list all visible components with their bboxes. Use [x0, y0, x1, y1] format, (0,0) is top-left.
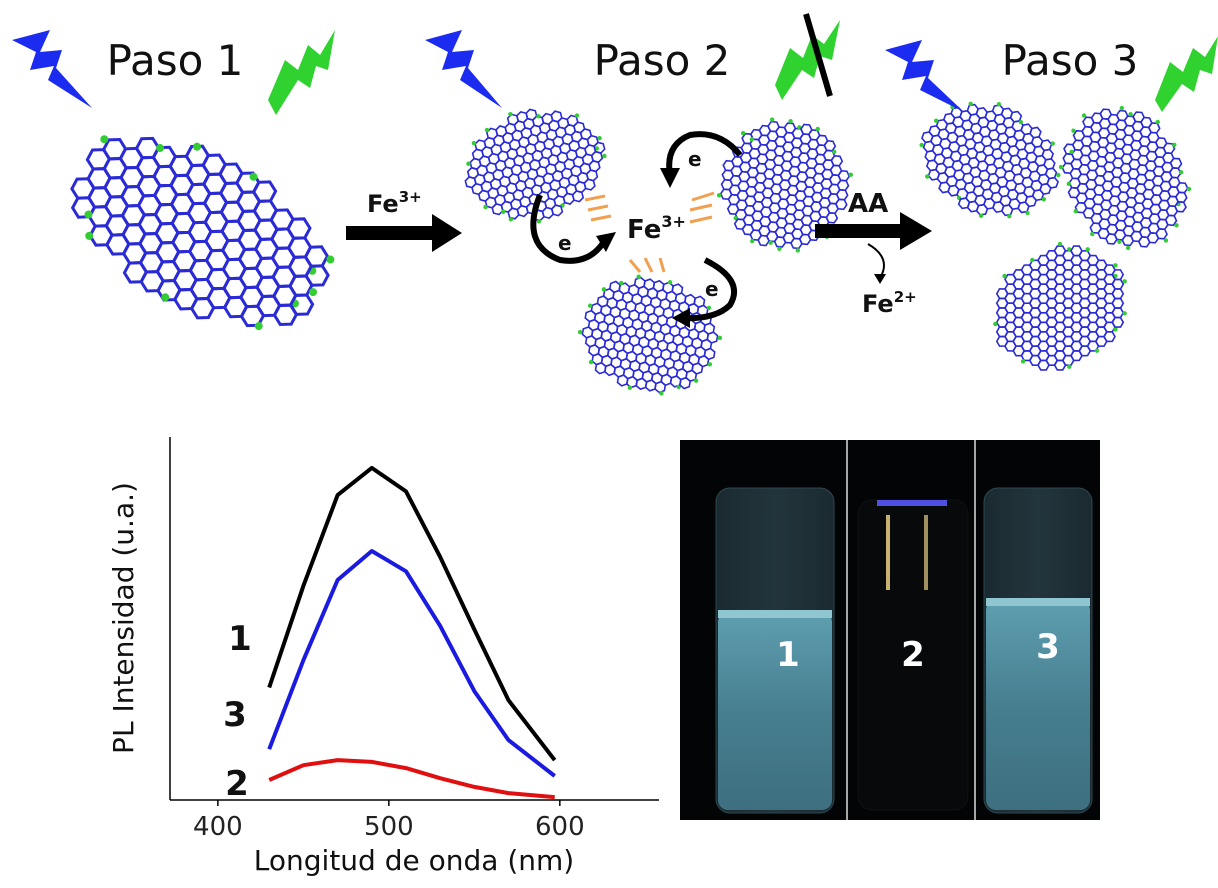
- hex-cell: [679, 377, 690, 389]
- atom: [574, 113, 579, 118]
- x-axis-label: Longitud de onda (nm): [254, 844, 574, 877]
- hex-cell: [825, 211, 838, 225]
- y-axis-label: PL Intensidad (u.a.): [107, 482, 140, 754]
- flake: [1038, 83, 1213, 272]
- arrowhead: [874, 274, 886, 284]
- line-series: [269, 760, 555, 797]
- figure: Paso 1 Paso 2 Paso 3 Fe3+ AA Fe2+ Fe3+ e…: [0, 0, 1218, 888]
- step-title: Paso 1: [107, 36, 244, 85]
- flake: [903, 81, 1077, 238]
- flake: [46, 101, 355, 364]
- hex-cell: [1111, 315, 1125, 329]
- atom: [749, 136, 755, 142]
- reductant-label: AA: [848, 189, 888, 219]
- atom: [1020, 358, 1026, 364]
- hex-cell: [707, 331, 718, 343]
- blue-bolt: [12, 30, 92, 108]
- series-label: 2: [225, 764, 249, 804]
- atom: [192, 141, 203, 152]
- hex-cell: [704, 348, 715, 360]
- small-arrow: [868, 244, 884, 278]
- hex-cell: [692, 362, 703, 374]
- hex-cell: [584, 178, 596, 191]
- green-bolt: [268, 30, 335, 115]
- hex-cell: [661, 374, 672, 386]
- atom: [1029, 257, 1035, 263]
- hex-cell: [1174, 200, 1187, 214]
- series-label: 3: [223, 695, 247, 735]
- photo: 1 2 3: [680, 440, 1100, 820]
- blue-bolt: [885, 40, 964, 112]
- ion-label: Fe3+: [367, 188, 422, 218]
- flake: [969, 222, 1150, 393]
- ion-label: Fe3+: [627, 212, 686, 245]
- atom: [508, 112, 513, 117]
- hex-cell: [595, 362, 606, 374]
- electron: e: [705, 277, 719, 301]
- line-series: [269, 468, 555, 760]
- vial-label: 3: [1036, 627, 1060, 667]
- vial-label: 1: [776, 635, 800, 675]
- atom: [1094, 348, 1100, 354]
- vial-label: 2: [901, 635, 925, 675]
- atom: [1171, 142, 1177, 148]
- hex-cell: [1103, 329, 1117, 343]
- atom: [483, 204, 488, 209]
- blue-bolt: [425, 30, 502, 108]
- arrow: [346, 214, 462, 252]
- chart: Longitud de onda (nm) PL Intensidad (u.a…: [107, 437, 659, 877]
- x-tick-label: 500: [364, 812, 414, 842]
- series-label: 1: [228, 619, 252, 659]
- ion-label: Fe2+: [862, 288, 917, 318]
- atom: [484, 127, 489, 132]
- step-title: Paso 3: [1002, 36, 1139, 85]
- flake: [697, 96, 874, 273]
- atom: [501, 209, 506, 214]
- hex-cell: [655, 381, 666, 393]
- electron: e: [558, 231, 572, 255]
- hex-cell: [604, 364, 615, 376]
- x-tick-label: 600: [535, 812, 585, 842]
- atom: [253, 321, 264, 332]
- atom: [1073, 208, 1079, 214]
- green-bolt: [1155, 36, 1218, 112]
- x-tick-label: 400: [193, 812, 243, 842]
- hex-cell: [835, 197, 848, 211]
- hex-cell: [698, 355, 709, 367]
- line-series: [269, 551, 555, 776]
- electron: e: [688, 147, 702, 171]
- hex-cell: [189, 294, 216, 322]
- hex-cell: [551, 204, 563, 217]
- step-title: Paso 2: [594, 36, 731, 85]
